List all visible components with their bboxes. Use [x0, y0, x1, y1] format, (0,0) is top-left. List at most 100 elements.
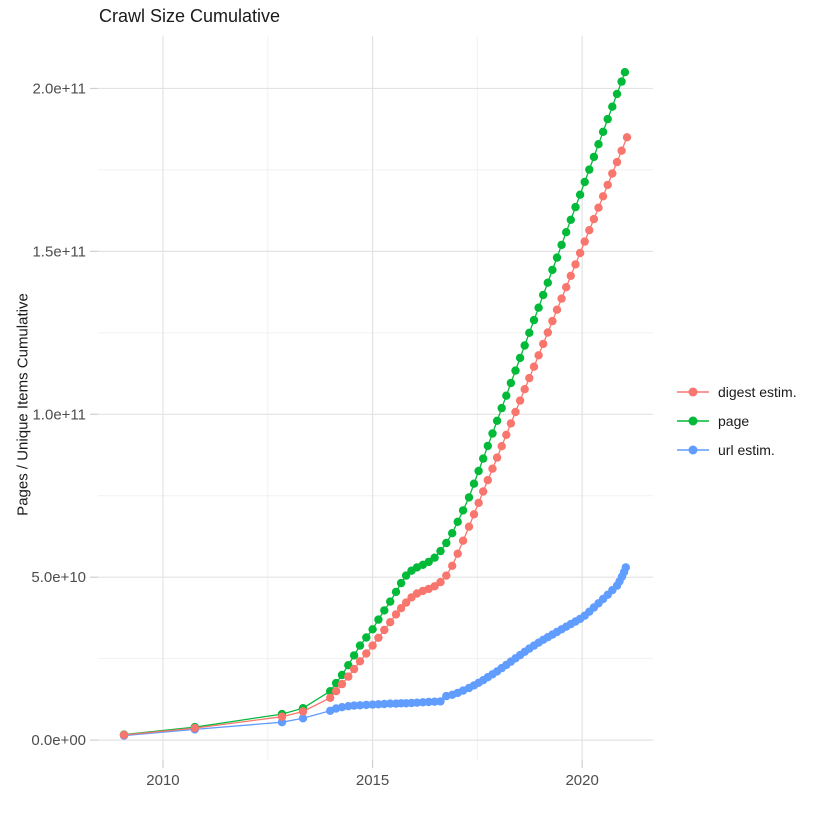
series-point-digest-estim- — [594, 203, 603, 212]
series-point-url-estim- — [298, 714, 308, 723]
legend-key-icon — [677, 416, 709, 425]
series-point-digest-estim- — [534, 351, 543, 360]
series-point-url-estim- — [374, 700, 383, 709]
series-point-digest-estim- — [298, 707, 308, 716]
series-point-page — [374, 615, 383, 624]
legend-item-page: page — [676, 406, 797, 435]
series-point-page — [497, 403, 506, 413]
series-point-page — [479, 454, 488, 463]
series-point-digest-estim- — [571, 260, 580, 269]
series-point-page — [380, 606, 389, 615]
series-point-url-estim- — [349, 701, 359, 710]
series-point-digest-estim- — [331, 687, 341, 696]
series-point-page — [571, 202, 580, 212]
series-point-digest-estim- — [525, 373, 534, 383]
y-tick-label: 5.0e+10 — [31, 569, 86, 586]
series-point-page — [401, 571, 411, 580]
series-point-digest-estim- — [349, 664, 359, 674]
series-point-digest-estim- — [580, 237, 589, 246]
series-point-digest-estim- — [396, 604, 406, 613]
series-point-digest-estim- — [543, 328, 552, 337]
x-tick-label: 2020 — [565, 772, 598, 789]
series-point-page — [585, 165, 594, 174]
legend-label: digest estim. — [718, 383, 797, 400]
series-point-url-estim- — [424, 697, 433, 707]
series-point-digest-estim- — [492, 453, 502, 462]
series-point-digest-estim- — [562, 283, 571, 292]
series-point-page — [562, 228, 571, 237]
series-point-page — [548, 265, 557, 275]
y-tick-label: 1.0e+11 — [32, 406, 86, 423]
series-point-digest-estim- — [552, 305, 562, 314]
series-point-page — [337, 670, 347, 680]
series-point-digest-estim- — [458, 536, 468, 545]
series-point-page — [520, 341, 529, 350]
series-point-page — [502, 391, 511, 400]
series-point-digest-estim- — [374, 633, 383, 642]
series-point-page — [488, 429, 497, 438]
series-point-page — [575, 190, 585, 199]
series-point-digest-estim- — [502, 430, 511, 439]
series-point-page — [458, 506, 468, 515]
series-point-digest-estim- — [622, 133, 632, 142]
series-point-page — [326, 687, 335, 696]
series-point-digest-estim- — [448, 561, 457, 570]
series-point-digest-estim- — [539, 339, 548, 349]
series-point-page — [368, 625, 377, 634]
series-point-page — [608, 102, 617, 111]
legend-key-dot — [688, 387, 698, 396]
series-point-page — [543, 278, 552, 287]
series-point-page — [594, 140, 603, 149]
series-point-digest-estim- — [442, 571, 451, 580]
chart-title: Crawl Size Cumulative — [99, 6, 281, 26]
y-tick-label: 2.0e+11 — [32, 80, 86, 97]
series-point-digest-estim- — [511, 407, 520, 417]
legend-key-icon — [677, 445, 709, 454]
series-point-page — [355, 641, 365, 650]
series-point-page — [598, 127, 608, 136]
series-point-digest-estim- — [464, 522, 474, 531]
series-point-page — [483, 441, 492, 451]
series-point-digest-estim- — [436, 577, 445, 587]
series-point-page — [534, 303, 543, 312]
series-point-page — [448, 529, 457, 538]
series-point-digest-estim- — [190, 723, 199, 733]
series-point-page — [557, 240, 566, 250]
series-point-digest-estim- — [548, 316, 557, 326]
series-point-page — [580, 177, 589, 187]
series-point-digest-estim- — [362, 649, 371, 658]
series-point-digest-estim- — [391, 610, 401, 619]
series-point-digest-estim- — [119, 730, 129, 740]
series-point-page — [469, 479, 479, 488]
series-point-digest-estim- — [589, 214, 599, 224]
series-point-url-estim- — [386, 699, 395, 708]
legend-key-dot — [688, 445, 698, 454]
series-point-page — [362, 633, 371, 642]
series-point-digest-estim- — [603, 180, 612, 190]
series-point-page — [349, 651, 359, 660]
x-tick-label: 2015 — [356, 772, 389, 789]
series-point-url-estim- — [436, 697, 445, 706]
series-point-digest-estim- — [337, 679, 347, 689]
series-point-page — [442, 538, 451, 548]
series-point-digest-estim- — [386, 618, 395, 627]
series-point-digest-estim- — [430, 582, 439, 591]
series-point-url-estim- — [362, 700, 371, 710]
series-point-page — [391, 587, 401, 597]
series-point-digest-estim- — [515, 396, 525, 405]
series-line-url-estim- — [123, 567, 627, 737]
series-point-page — [474, 466, 483, 476]
series-point-digest-estim- — [575, 248, 585, 258]
series-point-digest-estim- — [557, 294, 566, 303]
series-point-digest-estim- — [401, 598, 411, 607]
series-point-page — [525, 328, 534, 337]
series-point-digest-estim- — [326, 693, 335, 702]
series-point-digest-estim- — [474, 498, 483, 508]
series-point-digest-estim- — [529, 362, 539, 371]
series-point-page — [552, 253, 562, 262]
legend-item-digest-estim-: digest estim. — [676, 377, 797, 406]
series-point-digest-estim- — [566, 271, 575, 280]
series-point-page — [396, 578, 406, 588]
series-point-digest-estim- — [368, 641, 377, 650]
series-point-digest-estim- — [598, 192, 608, 201]
